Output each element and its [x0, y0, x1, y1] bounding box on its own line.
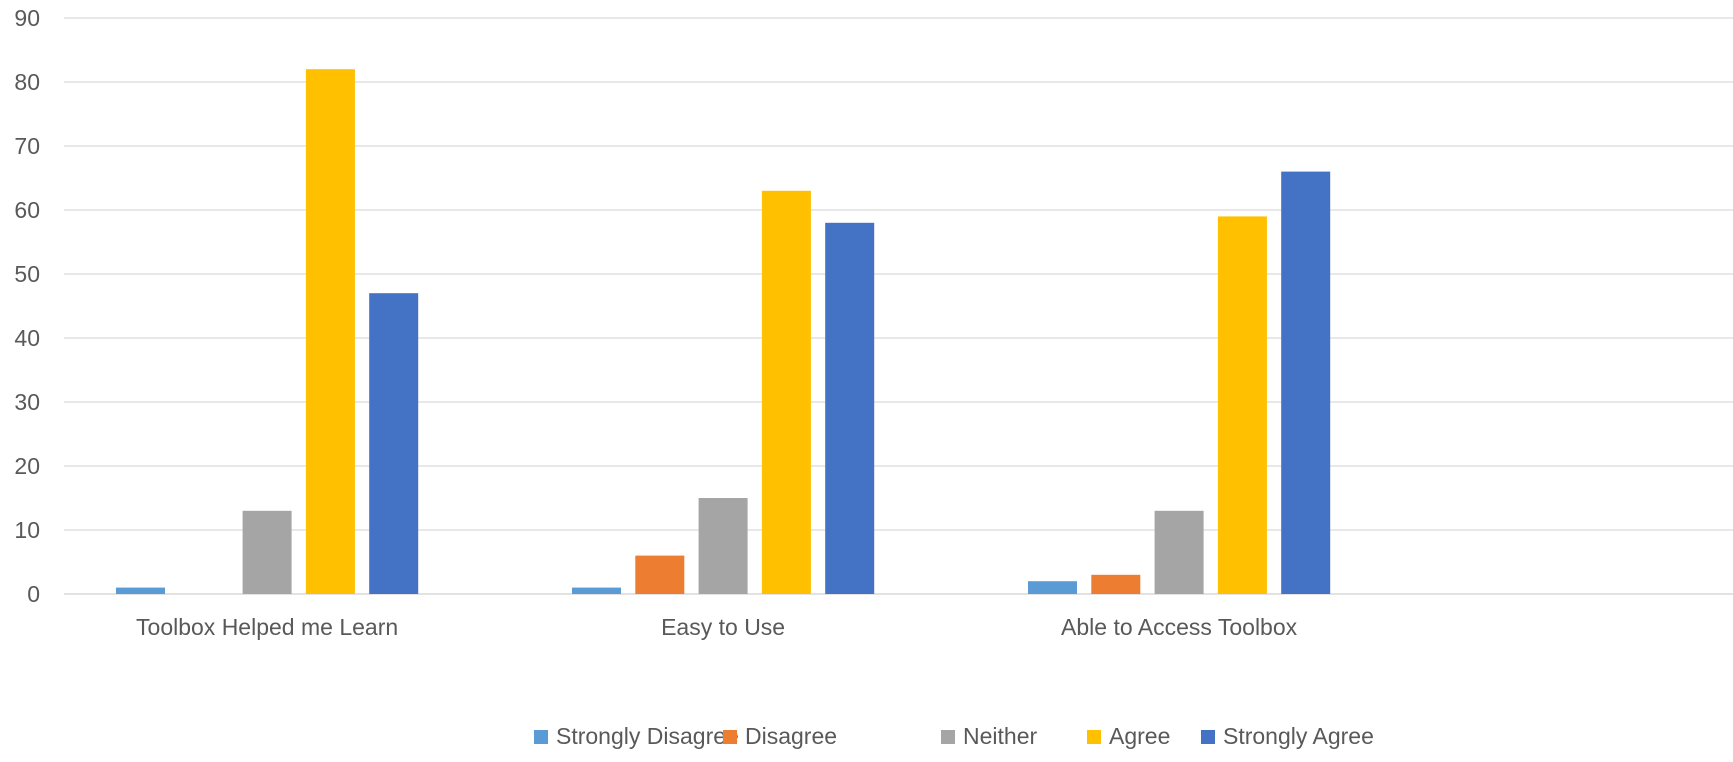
legend-label: Strongly Disagree [556, 723, 739, 749]
y-tick-label: 0 [27, 581, 40, 607]
legend-swatch [1201, 730, 1215, 744]
x-axis-category-labels: Toolbox Helped me Learn Easy to Use Able t… [136, 614, 1298, 640]
y-tick-label: 90 [14, 5, 40, 31]
bar-strongly-disagree-2 [572, 587, 621, 594]
bar-agree-1 [305, 69, 355, 594]
bar-neither-3 [1154, 510, 1204, 594]
y-axis-tick-labels: 0 10 20 30 40 50 60 70 80 90 [14, 5, 40, 607]
legend-label: Disagree [745, 723, 837, 749]
y-tick-label: 40 [14, 325, 40, 351]
y-tick-label: 20 [14, 453, 40, 479]
legend-swatch [1087, 730, 1101, 744]
legend-label: Neither [963, 723, 1037, 749]
bars [116, 69, 1331, 595]
bar-disagree-2 [635, 555, 685, 594]
bar-agree-2 [761, 190, 811, 595]
legend-swatch [723, 730, 737, 744]
legend: Strongly Disagree Disagree Neither Agree Str… [534, 723, 1374, 749]
bar-strongly-disagree-1 [116, 587, 165, 594]
bar-neither-2 [698, 498, 748, 594]
y-tick-label: 10 [14, 517, 40, 543]
legend-label: Agree [1109, 723, 1170, 749]
x-category-label: Able to Access Toolbox [1061, 614, 1298, 640]
legend-swatch [941, 730, 955, 744]
y-tick-label: 60 [14, 197, 40, 223]
legend-label: Strongly Agree [1223, 723, 1374, 749]
y-tick-label: 30 [14, 389, 40, 415]
bar-strongly-agree-3 [1281, 171, 1331, 594]
bar-strongly-disagree-3 [1028, 581, 1077, 594]
y-tick-label: 70 [14, 133, 40, 159]
legend-swatch [534, 730, 548, 744]
bar-strongly-agree-2 [825, 222, 875, 595]
bar-disagree-3 [1091, 574, 1141, 594]
bar-neither-1 [242, 510, 292, 594]
y-tick-label: 80 [14, 69, 40, 95]
bar-strongly-agree-1 [369, 293, 419, 594]
bar-agree-3 [1217, 216, 1267, 594]
y-tick-label: 50 [14, 261, 40, 287]
x-category-label: Easy to Use [661, 614, 785, 640]
x-category-label: Toolbox Helped me Learn [136, 614, 398, 640]
